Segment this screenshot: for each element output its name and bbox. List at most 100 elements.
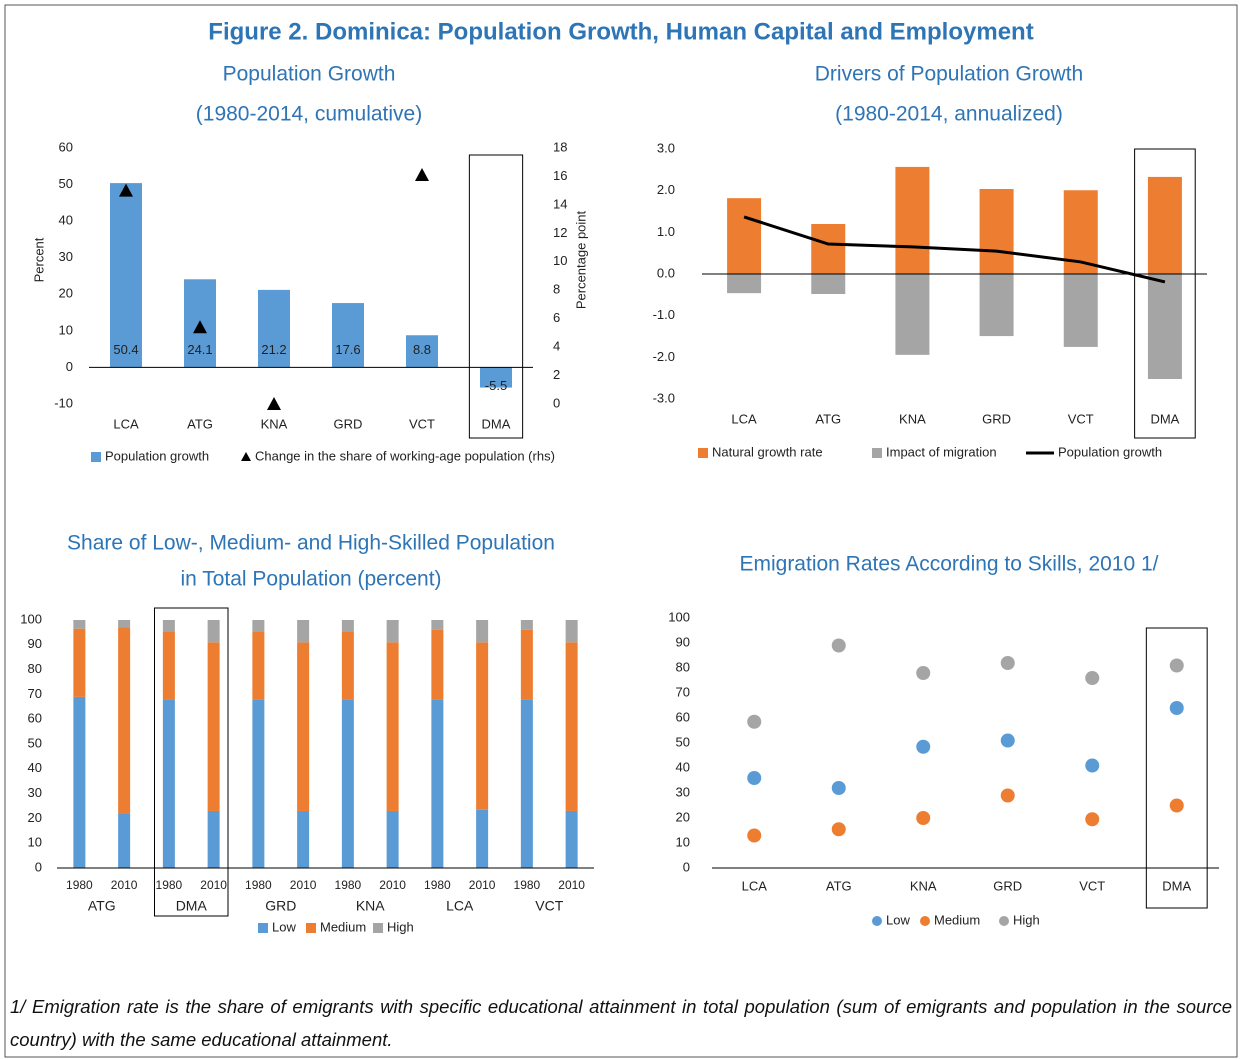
marker (1000, 656, 1015, 670)
bar (73, 696, 86, 868)
chart-title: Share of Low-, Medium- and High-Skilled … (67, 532, 555, 555)
frame (4, 4, 1238, 1058)
x-tick-label: LCA (113, 416, 139, 431)
legend-label: Low (272, 919, 296, 934)
bar (480, 367, 512, 388)
legend-label: Population growth (1058, 444, 1162, 459)
legend-swatch (91, 452, 101, 462)
y-tick-label: 20 (676, 809, 690, 824)
x-tick-label: VCT (1079, 878, 1105, 893)
x-tick-label: 1980 (156, 878, 183, 892)
legend-swatch (306, 923, 316, 933)
legend-label: Change in the share of working-age popul… (255, 448, 555, 463)
x-tick-label: GRD (982, 411, 1011, 426)
x-tick-label: 1980 (245, 878, 272, 892)
y-tick-label: 30 (28, 785, 42, 800)
bar (341, 699, 354, 868)
y-tick-label: 10 (676, 834, 690, 849)
legend-swatch (241, 452, 251, 461)
marker (119, 183, 133, 197)
x-tick-label: ATG (826, 878, 852, 893)
data-label: 17.6 (335, 342, 360, 357)
y-tick-label: 60 (676, 709, 690, 724)
legend-label: Population growth (105, 448, 209, 463)
bar (520, 629, 533, 700)
marker (1169, 798, 1184, 813)
chart-title: in Total Population (percent) (180, 568, 441, 591)
bar (476, 809, 489, 868)
y2-tick-label: 18 (553, 139, 567, 154)
bar (979, 274, 1014, 337)
y2-tick-label: 10 (553, 253, 567, 268)
legend-label: Impact of migration (886, 444, 997, 459)
data-label: 8.8 (413, 342, 431, 357)
x-tick-label: KNA (910, 878, 937, 893)
y-tick-label: 30 (676, 784, 690, 799)
group-label: KNA (356, 898, 385, 914)
y-tick-label: 80 (28, 661, 42, 676)
x-tick-label: ATG (187, 416, 213, 431)
x-tick-label: GRD (334, 416, 363, 431)
y-tick-label: 70 (676, 684, 690, 699)
y-tick-label: 40 (676, 759, 690, 774)
x-tick-label: 2010 (558, 878, 585, 892)
bar (1147, 176, 1182, 274)
x-tick-label: 1980 (66, 878, 93, 892)
bar (386, 620, 399, 643)
marker (831, 781, 846, 795)
bar (162, 631, 175, 700)
y-tick-label: 0 (683, 859, 690, 874)
marker (916, 739, 931, 754)
legend-label: Low (886, 912, 910, 927)
x-tick-label: 1980 (514, 878, 541, 892)
y2-tick-label: 2 (553, 367, 560, 382)
y-tick-label: 0 (66, 359, 73, 374)
y-tick-label: 80 (676, 659, 690, 674)
chart-title: Population Growth (223, 63, 396, 86)
bar (979, 189, 1014, 274)
bar (520, 699, 533, 868)
x-tick-label: 1980 (424, 878, 451, 892)
y-tick-label: -1.0 (653, 307, 675, 322)
y-tick-label: 90 (676, 634, 690, 649)
x-tick-label: KNA (261, 416, 288, 431)
y2-tick-label: 6 (553, 310, 560, 325)
bar (386, 642, 399, 811)
chart-title: Drivers of Population Growth (815, 63, 1083, 86)
x-tick-label: 2010 (469, 878, 496, 892)
bar (297, 810, 310, 868)
x-tick-label: 1980 (335, 878, 362, 892)
y-tick-label: 50 (676, 734, 690, 749)
figure-title: Figure 2. Dominica: Population Growth, H… (208, 18, 1033, 45)
y-tick-label: 100 (20, 611, 42, 626)
bar (162, 620, 175, 632)
data-label: 21.2 (261, 342, 286, 357)
y-tick-label: 20 (28, 810, 42, 825)
x-tick-label: DMA (1162, 878, 1191, 893)
y-tick-label: 2.0 (657, 182, 675, 197)
bar (332, 303, 364, 368)
y-tick-label: 60 (59, 139, 73, 154)
legend-swatch (872, 448, 882, 458)
x-tick-label: LCA (742, 878, 768, 893)
x-tick-label: DMA (482, 416, 511, 431)
bar (431, 620, 444, 630)
y-tick-label: 0 (35, 859, 42, 874)
marker (916, 666, 931, 680)
bar (118, 620, 131, 628)
y2-tick-label: 8 (553, 282, 560, 297)
group-label: LCA (446, 898, 474, 914)
marker (831, 822, 846, 837)
x-tick-label: ATG (815, 411, 841, 426)
x-tick-label: 2010 (111, 878, 138, 892)
y-tick-label: -3.0 (653, 390, 675, 405)
legend-label: High (387, 919, 414, 934)
bar (406, 335, 438, 368)
bar (895, 166, 930, 274)
bar (207, 810, 220, 868)
x-tick-label: 2010 (200, 878, 227, 892)
marker (267, 397, 281, 410)
y-tick-label: 60 (28, 711, 42, 726)
bar (565, 620, 578, 643)
